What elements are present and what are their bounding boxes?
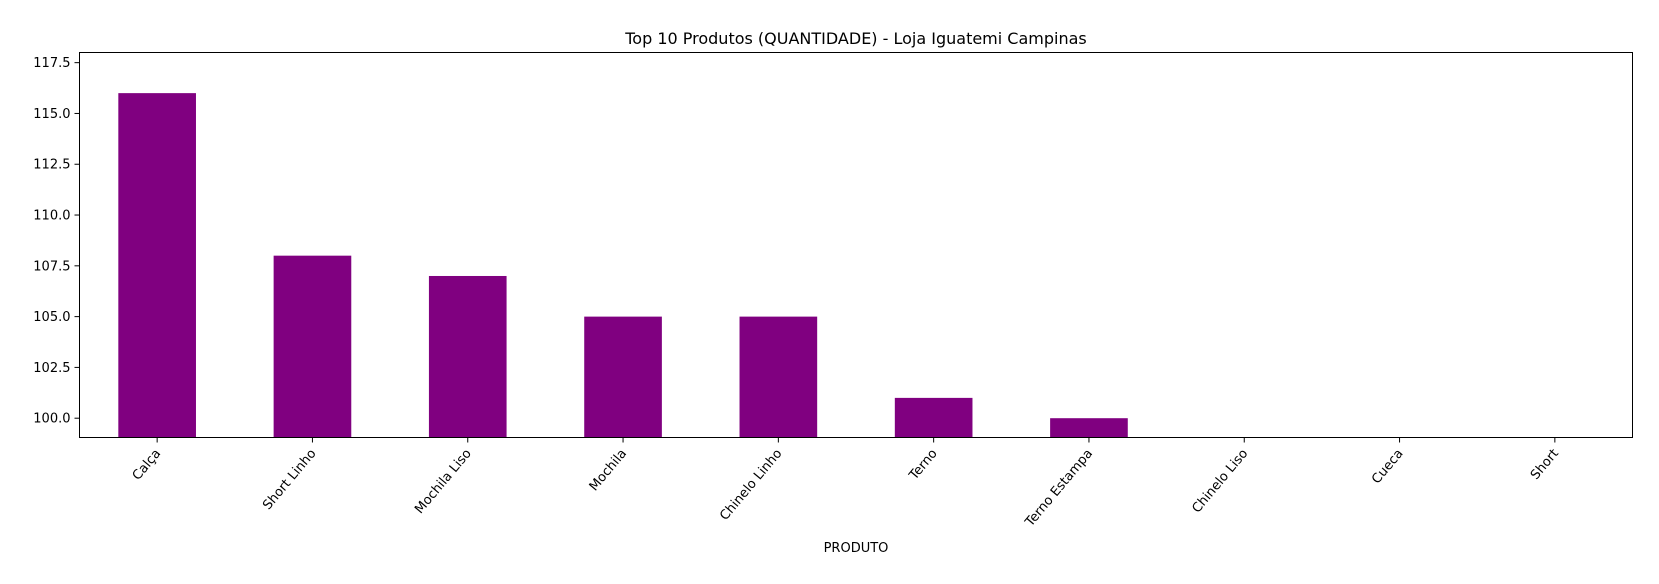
bar-3: [584, 316, 662, 438]
x-tick-label: Mochila: [587, 446, 630, 494]
x-tick-label: Chinelo Liso: [1189, 446, 1251, 516]
chart-title: Top 10 Produtos (QUANTIDADE) - Loja Igua…: [624, 29, 1087, 48]
x-tick-label: Chinelo Linho: [717, 446, 785, 523]
x-tick-label: Terno Estampa: [1022, 446, 1096, 530]
y-tick-label: 107.5: [33, 259, 70, 274]
y-tick-label: 115.0: [33, 107, 70, 122]
y-tick-label: 102.5: [33, 361, 70, 376]
y-tick-label: 110.0: [33, 209, 70, 224]
x-tick-label: Terno: [906, 446, 941, 483]
y-tick-label: 117.5: [33, 56, 70, 71]
bar-5: [894, 397, 973, 438]
x-axis: Calça Short Linho Mochila Liso Mochila Chine…: [130, 437, 1562, 530]
bar-0: [118, 93, 196, 438]
bar-2: [428, 275, 507, 438]
y-tick-label: 105.0: [33, 310, 70, 325]
bar-4: [739, 316, 818, 438]
plot-frame: [79, 52, 1633, 438]
x-tick-label: Short: [1528, 446, 1562, 482]
bar-1: [273, 255, 352, 438]
y-tick-label: 100.0: [33, 412, 70, 427]
x-tick-label: Cueca: [1369, 446, 1406, 487]
y-axis: 100.0 102.5 105.0 107.5 110.0 112.5 115.0 117.5: [33, 56, 80, 427]
x-tick-label: Short Linho: [260, 446, 319, 513]
y-tick-label: 112.5: [33, 158, 70, 173]
x-tick-label: Mochila Liso: [412, 446, 475, 517]
bars-group: [118, 93, 1128, 438]
x-tick-label: Calça: [130, 446, 164, 483]
bar-6: [1050, 418, 1128, 438]
x-axis-label: PRODUTO: [824, 541, 889, 556]
